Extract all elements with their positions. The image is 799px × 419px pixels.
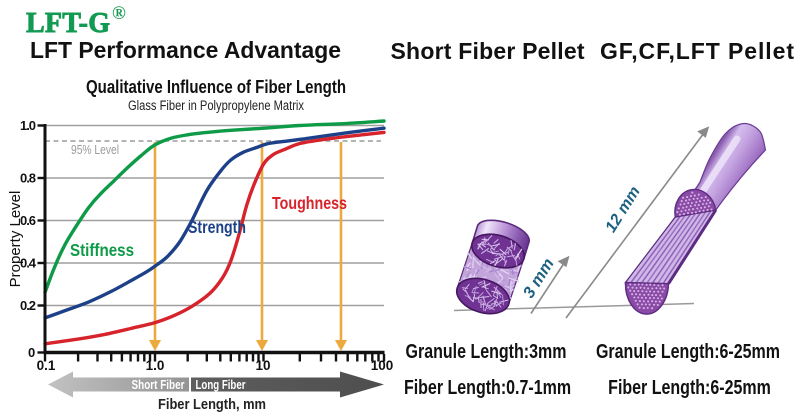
svg-text:95% Level: 95% Level: [71, 143, 119, 157]
svg-text:1.0: 1.0: [146, 358, 165, 373]
svg-text:10: 10: [255, 358, 270, 373]
svg-text:LFT Performance Advantage: LFT Performance Advantage: [30, 37, 341, 63]
svg-text:3 mm: 3 mm: [520, 255, 558, 301]
svg-text:Property Level: Property Level: [7, 191, 24, 288]
svg-text:Toughness: Toughness: [272, 193, 347, 213]
svg-text:Fiber Length:0.7-1mm: Fiber Length:0.7-1mm: [404, 376, 571, 398]
svg-text:Strength: Strength: [188, 217, 246, 237]
svg-text:0.2: 0.2: [20, 298, 36, 313]
svg-text:12 mm: 12 mm: [603, 184, 644, 236]
svg-text:0.1: 0.1: [37, 358, 56, 373]
svg-text:Short Fiber: Short Fiber: [132, 378, 185, 392]
svg-text:1.0: 1.0: [20, 118, 36, 133]
svg-text:LFT-G: LFT-G: [26, 8, 110, 39]
svg-text:100: 100: [371, 358, 394, 373]
svg-text:0: 0: [28, 345, 35, 360]
svg-text:0.4: 0.4: [20, 256, 37, 271]
svg-text:Long Fiber: Long Fiber: [196, 378, 246, 392]
svg-text:Stiffness: Stiffness: [70, 240, 134, 260]
svg-text:GF,CF,LFT Pellet: GF,CF,LFT Pellet: [600, 38, 794, 64]
svg-text:Glass Fiber in Polypropylene M: Glass Fiber in Polypropylene Matrix: [128, 98, 304, 113]
svg-text:Fiber Length:6-25mm: Fiber Length:6-25mm: [608, 376, 771, 398]
svg-text:0.6: 0.6: [20, 213, 36, 228]
svg-text:Granule Length:3mm: Granule Length:3mm: [406, 340, 567, 362]
svg-text:Qualitative Influence of Fiber: Qualitative Influence of Fiber Length: [86, 77, 346, 97]
svg-text:Granule Length:6-25mm: Granule Length:6-25mm: [596, 340, 780, 362]
svg-text:Fiber Length, mm: Fiber Length, mm: [158, 396, 266, 413]
svg-text:Short Fiber Pellet: Short Fiber Pellet: [391, 38, 585, 64]
svg-text:0.8: 0.8: [20, 171, 36, 186]
svg-text:®: ®: [112, 4, 126, 24]
